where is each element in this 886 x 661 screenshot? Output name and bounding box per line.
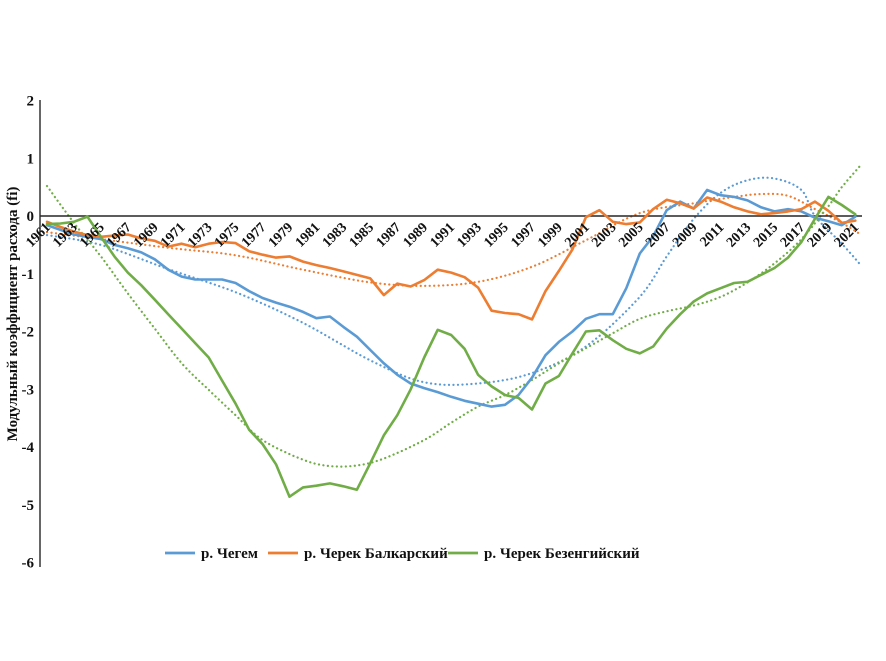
legend-label: р. Черек Балкарский xyxy=(304,546,448,562)
x-tick-label: 1975 xyxy=(212,220,242,250)
trend-line-1 xyxy=(45,192,862,287)
x-tick-label: 1987 xyxy=(374,220,404,250)
series-line-0 xyxy=(45,188,857,408)
y-tick-label: -6 xyxy=(22,556,35,572)
legend-label: р. Черек Безенгийский xyxy=(484,546,640,562)
y-tick-label: -2 xyxy=(22,325,35,341)
trend-line-0 xyxy=(45,176,862,387)
y-tick-label: 0 xyxy=(27,209,35,225)
x-tick-label: 1997 xyxy=(508,220,538,250)
y-tick-label: -3 xyxy=(22,382,35,398)
series-lines xyxy=(45,188,857,499)
x-tick-label: 1991 xyxy=(428,220,458,250)
series-line-1 xyxy=(45,196,857,321)
x-tick-label: 1995 xyxy=(481,220,511,250)
x-tick-label: 2005 xyxy=(616,220,646,250)
legend: р. Чегем р. Черек Балкарский р. Черек Безе… xyxy=(165,546,640,562)
x-tick-label: 1977 xyxy=(239,220,269,250)
x-tick-label: 1999 xyxy=(535,220,565,250)
y-tick-label: -1 xyxy=(22,267,35,283)
x-tick-label: 1989 xyxy=(401,220,431,250)
y-tick-label: 1 xyxy=(27,151,35,167)
x-tick-label: 2019 xyxy=(805,220,835,250)
y-tick-label: -4 xyxy=(22,440,35,456)
y-tick-labels: 2 1 0 -1 -2 -3 -4 -5 -6 xyxy=(22,94,35,572)
x-tick-label: 1981 xyxy=(293,220,323,250)
x-tick-label: 1983 xyxy=(320,220,350,250)
x-tick-label: 2011 xyxy=(698,220,728,250)
x-tick-label: 1993 xyxy=(455,220,485,250)
x-tick-label: 2001 xyxy=(562,220,592,250)
y-tick-label: -5 xyxy=(22,498,35,514)
y-axis-title: Модульный коэффициент расхода (fi) xyxy=(5,187,21,442)
x-tick-label: 1969 xyxy=(131,220,161,250)
x-tick-label: 2013 xyxy=(724,220,754,250)
x-tick-label: 1979 xyxy=(266,220,296,250)
x-tick-label: 2015 xyxy=(751,220,781,250)
y-tick-label: 2 xyxy=(27,94,35,110)
x-tick-label: 2007 xyxy=(643,220,673,250)
x-tick-label: 1985 xyxy=(347,220,377,250)
legend-label: р. Чегем xyxy=(201,546,258,562)
series-line-2 xyxy=(45,195,857,499)
